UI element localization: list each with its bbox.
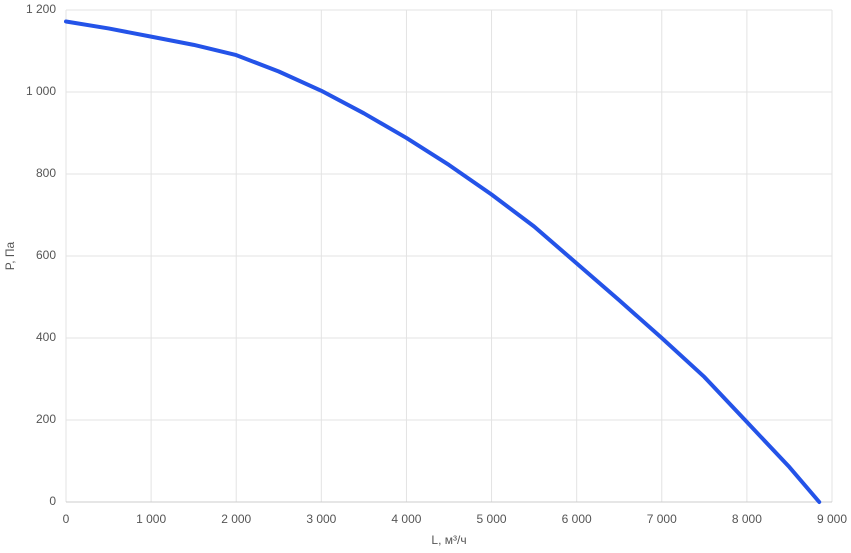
y-tick-label: 800 xyxy=(36,166,56,180)
y-tick-label: 600 xyxy=(36,248,56,262)
y-tick-label: 400 xyxy=(36,330,56,344)
x-tick-label: 4 000 xyxy=(391,512,421,526)
y-tick-label: 1 200 xyxy=(26,2,56,16)
data-line xyxy=(64,19,822,504)
x-tick-label: 7 000 xyxy=(647,512,677,526)
y-tick-label: 200 xyxy=(36,412,56,426)
y-axis-label: P, Па xyxy=(3,241,17,270)
x-tick-label: 6 000 xyxy=(562,512,592,526)
x-tick-label: 1 000 xyxy=(136,512,166,526)
y-tick-label: 0 xyxy=(49,494,56,508)
x-tick-label: 2 000 xyxy=(221,512,251,526)
x-tick-label: 8 000 xyxy=(732,512,762,526)
x-tick-label: 9 000 xyxy=(817,512,847,526)
x-tick-label: 5 000 xyxy=(477,512,507,526)
y-tick-label: 1 000 xyxy=(26,84,56,98)
x-tick-label: 3 000 xyxy=(306,512,336,526)
x-axis-label: L, м³/ч xyxy=(431,533,466,547)
x-tick-label: 0 xyxy=(63,512,70,526)
